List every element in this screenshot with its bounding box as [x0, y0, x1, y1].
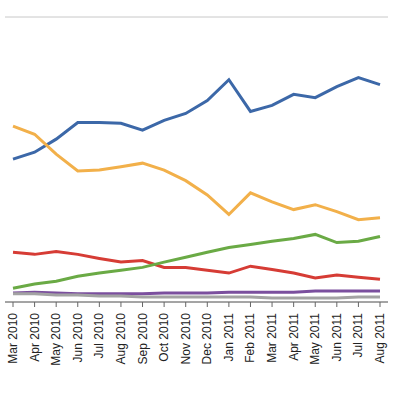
svg-text:Apr 2010: Apr 2010 — [28, 313, 42, 362]
svg-text:May 2011: May 2011 — [308, 313, 322, 365]
svg-text:Jul 2011: Jul 2011 — [351, 313, 365, 358]
svg-text:Sep 2010: Sep 2010 — [136, 313, 150, 365]
svg-text:Jun 2011: Jun 2011 — [330, 313, 344, 362]
svg-text:Mar 2011: Mar 2011 — [265, 313, 279, 363]
svg-text:Dec 2010: Dec 2010 — [200, 313, 214, 365]
svg-text:Jan 2011: Jan 2011 — [222, 313, 236, 362]
svg-text:Feb 2011: Feb 2011 — [243, 313, 257, 363]
svg-text:Oct 2010: Oct 2010 — [157, 313, 171, 362]
svg-text:Aug 2010: Aug 2010 — [114, 313, 128, 365]
svg-text:Jun 2010: Jun 2010 — [71, 313, 85, 363]
svg-text:Jul 2010: Jul 2010 — [92, 313, 106, 359]
svg-text:Aug 2011: Aug 2011 — [373, 313, 387, 364]
svg-text:Nov 2010: Nov 2010 — [179, 313, 193, 365]
svg-text:Apr 2011: Apr 2011 — [287, 313, 301, 361]
svg-text:May 2010: May 2010 — [49, 313, 63, 366]
svg-text:Mar 2010: Mar 2010 — [8, 313, 20, 364]
